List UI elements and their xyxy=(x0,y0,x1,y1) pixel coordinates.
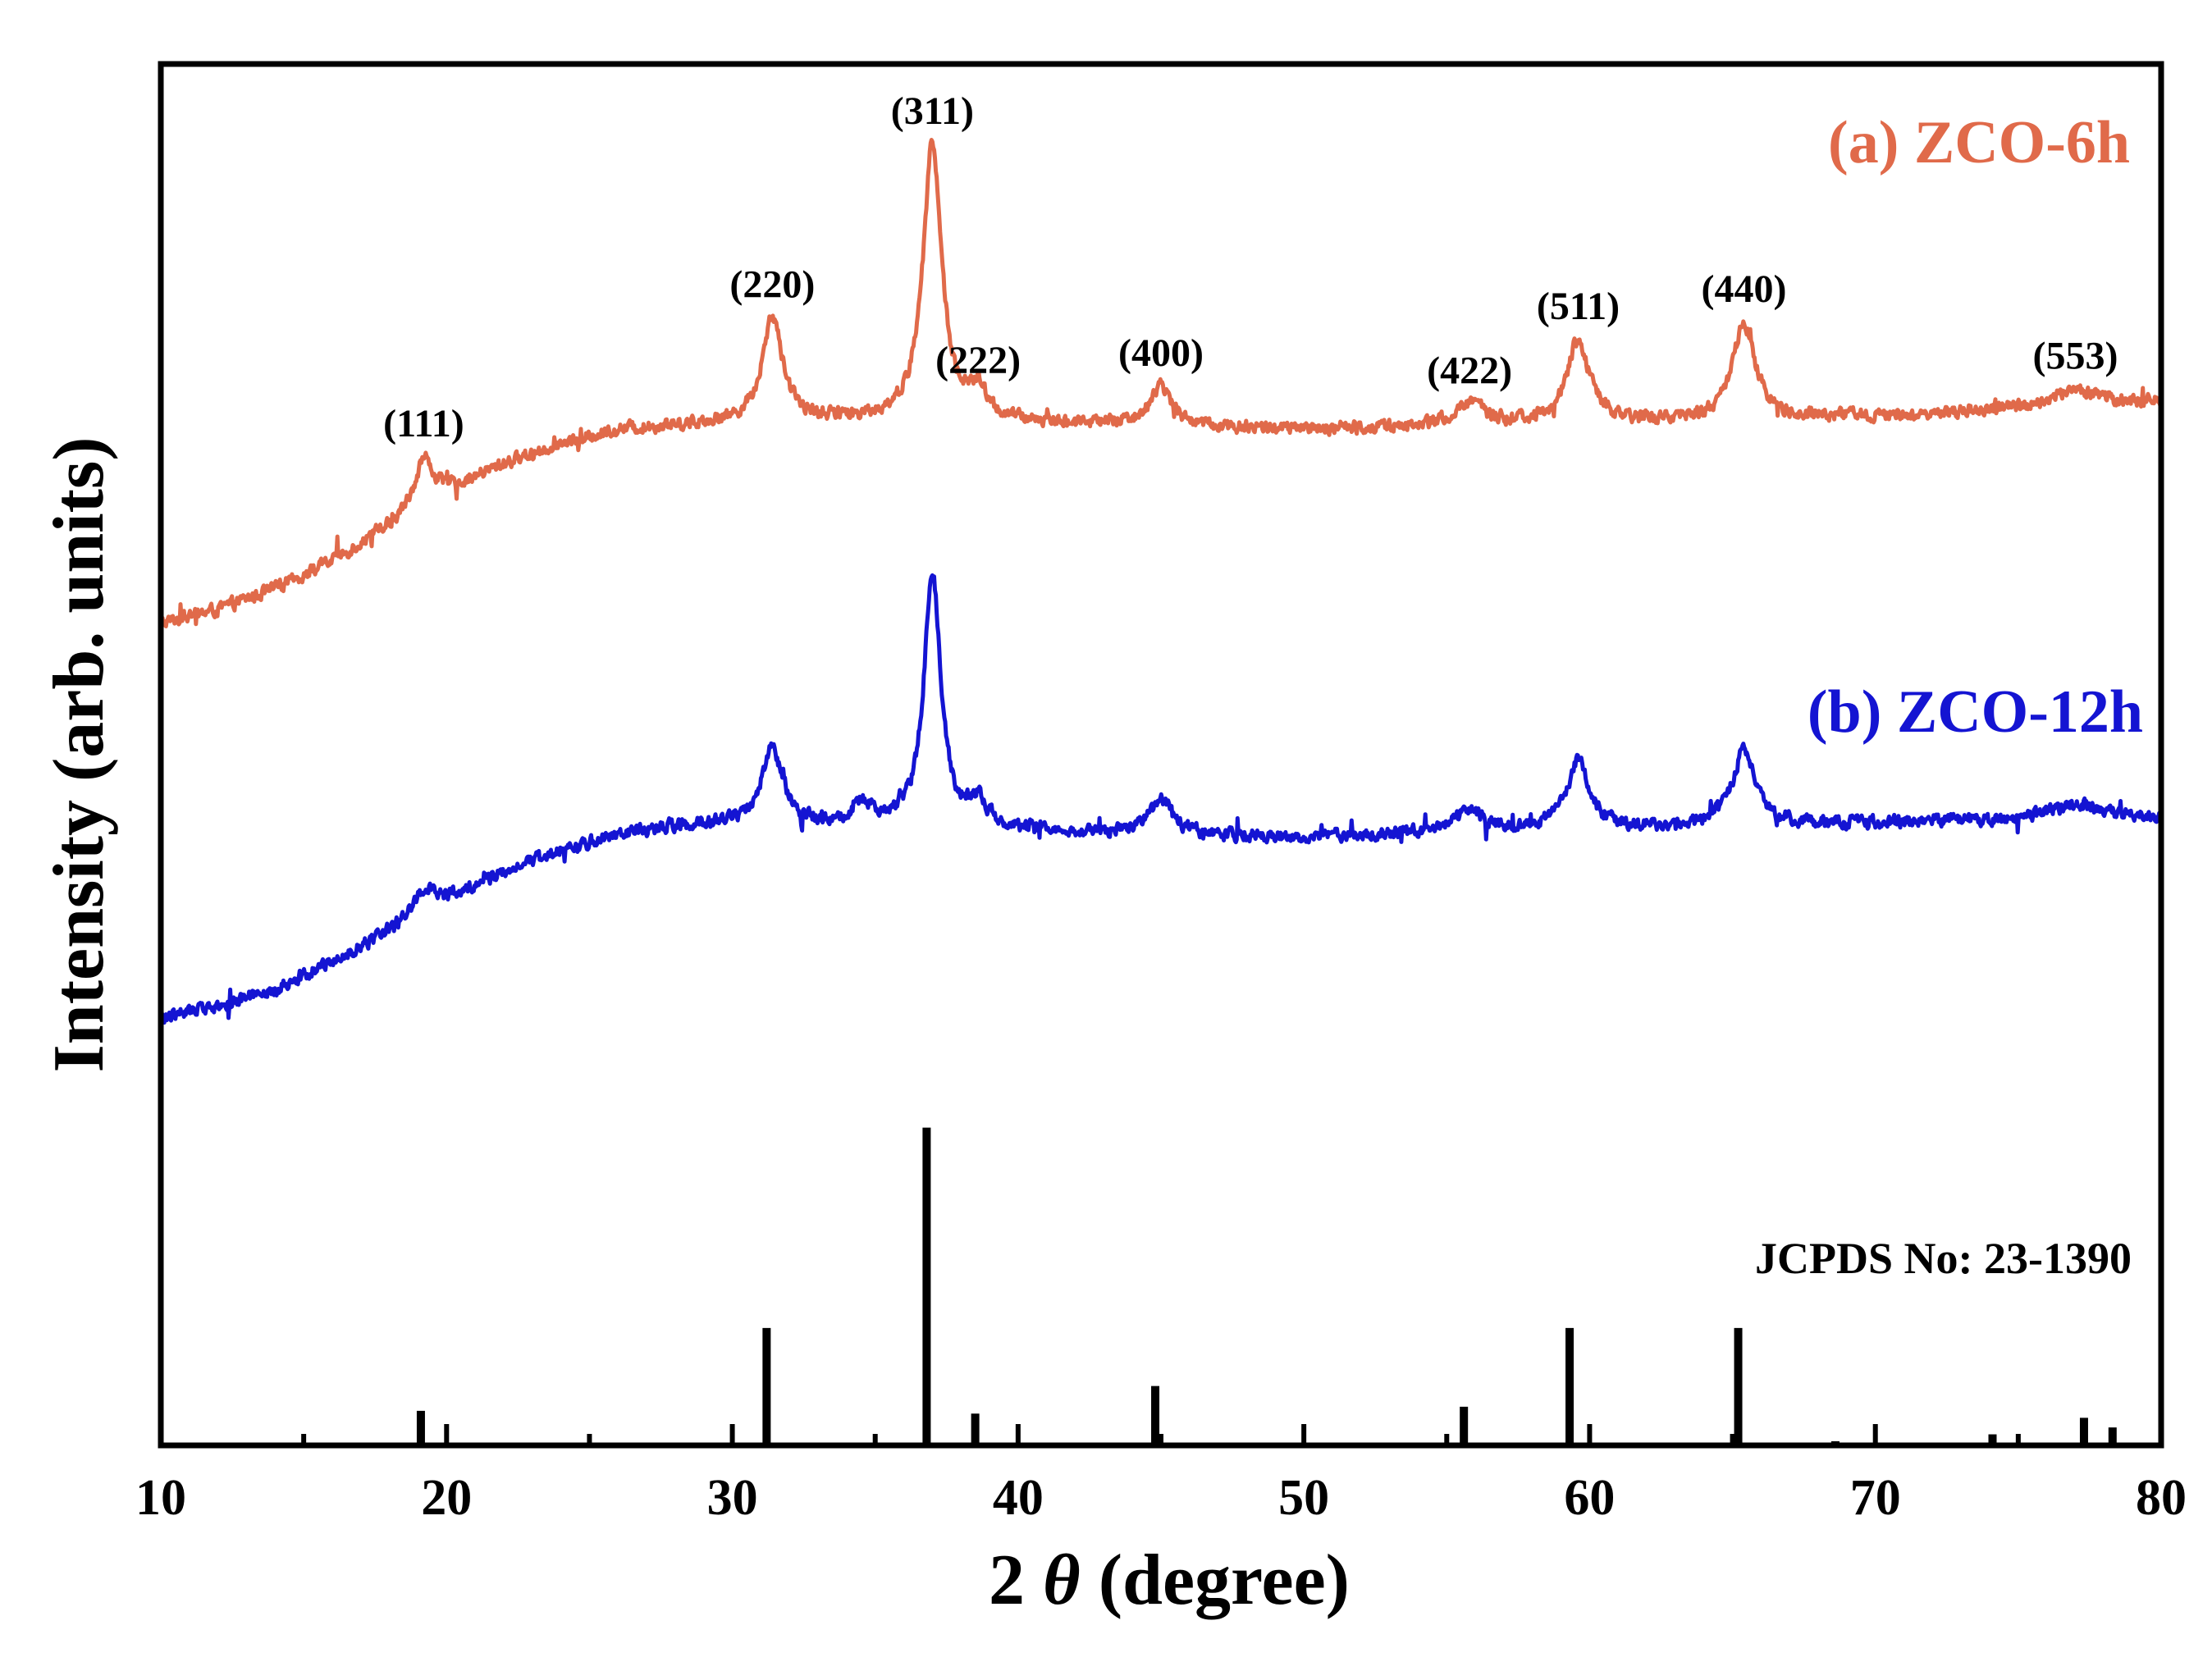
x-tick-label: 40 xyxy=(993,1470,1044,1526)
hkl-label: (422) xyxy=(1427,349,1512,392)
x-tick-label: 30 xyxy=(707,1470,758,1526)
x-tick-label: 20 xyxy=(421,1470,472,1526)
legend-zco-12h: (b) ZCO-12h xyxy=(1808,678,2143,746)
hkl-label: (400) xyxy=(1118,331,1204,375)
series-line-zco-12h xyxy=(158,573,2164,1025)
x-tick-label: 50 xyxy=(1278,1470,1329,1526)
hkl-label: (511) xyxy=(1537,285,1620,328)
x-tick-label: 80 xyxy=(2136,1470,2187,1526)
reference-label: JCPDS No: 23-1390 xyxy=(1755,1234,2132,1283)
annotations: (111) (220) (311) (222) (400) (422) (511) (440)… xyxy=(383,89,2143,1283)
hkl-label: (440) xyxy=(1702,267,1787,311)
x-axis-title: 2 θ (degree) xyxy=(989,1541,1350,1620)
y-axis-title: Intensity (arb. units) xyxy=(39,437,119,1073)
x-tick-label: 60 xyxy=(1564,1470,1615,1526)
axes: 10 20 30 40 50 60 70 80 2 θ (degree) Intensity (a… xyxy=(39,61,2187,1620)
series-line-zco-6h xyxy=(158,138,2164,628)
legend-zco-6h: (a) ZCO-6h xyxy=(1828,109,2130,176)
hkl-label: (220) xyxy=(729,263,815,307)
hkl-label: (553) xyxy=(2033,334,2118,377)
hkl-label: (111) xyxy=(383,402,464,445)
x-tick-label: 70 xyxy=(1850,1470,1901,1526)
hkl-label: (222) xyxy=(935,339,1021,382)
hkl-label: (311) xyxy=(891,89,974,133)
x-tick-label: 10 xyxy=(135,1470,186,1526)
